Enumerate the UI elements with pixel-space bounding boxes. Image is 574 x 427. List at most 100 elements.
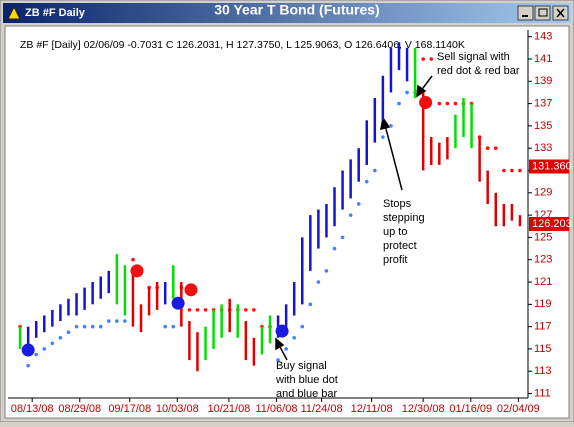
arrow: [384, 124, 403, 191]
stop-dot: [58, 335, 63, 340]
stop-dot: [348, 213, 353, 217]
stop-dot: [292, 335, 297, 340]
annotation: Buy signal: [276, 360, 327, 372]
x-tick-label: 12/30/08: [402, 403, 445, 415]
annotation: with blue dot: [275, 374, 338, 386]
x-tick-label: 02/04/09: [497, 403, 540, 415]
x-tick-label: 01/16/09: [449, 403, 492, 415]
stop-dot: [163, 324, 168, 329]
stop-dot: [493, 146, 498, 151]
stop-dot: [300, 324, 305, 329]
stop-dot: [34, 352, 39, 357]
window-buttons: [517, 5, 569, 21]
annotation: and blue bar: [276, 388, 337, 400]
arrow-head: [416, 84, 427, 98]
stop-dot: [50, 341, 55, 346]
price-marker-label: 131.360: [532, 160, 572, 172]
stop-dot: [316, 280, 321, 284]
stop-dot: [82, 324, 87, 329]
y-tick-label: 135: [534, 120, 552, 132]
y-tick-label: 133: [534, 142, 552, 154]
price-marker-label: 126.203: [532, 218, 572, 230]
stop-dot: [123, 319, 127, 323]
stop-dot: [445, 101, 450, 106]
y-tick-label: 113: [534, 365, 552, 377]
signal-dot: [275, 324, 289, 338]
annotation: red dot & red bar: [437, 65, 520, 77]
stop-dot: [381, 135, 385, 139]
maximize-glyph: [538, 8, 548, 17]
stop-dot: [42, 347, 47, 351]
stop-dot: [106, 319, 111, 323]
stop-dot: [502, 168, 506, 173]
stop-dot: [453, 101, 458, 106]
x-tick-label: 10/21/08: [207, 403, 250, 415]
window-title: ZB #F Daily: [25, 7, 86, 19]
stop-dot: [284, 347, 288, 351]
stop-dot: [131, 257, 135, 262]
app-icon: [7, 5, 21, 20]
stop-dot: [115, 319, 119, 323]
stop-dot: [373, 168, 377, 173]
y-tick-label: 143: [534, 31, 552, 43]
chart-title: 30 Year T Bond (Futures): [214, 2, 379, 18]
annotation: Sell signal with: [437, 51, 510, 63]
stop-dot: [397, 101, 401, 106]
stop-dot: [252, 308, 256, 312]
price-marker: [529, 159, 569, 174]
stop-dot: [98, 324, 103, 329]
stop-dot: [276, 358, 280, 362]
stop-dot: [485, 146, 490, 151]
y-tick-label: 141: [534, 53, 552, 65]
stop-dot: [405, 90, 409, 95]
stop-dot: [308, 302, 313, 307]
y-tick-label: 137: [534, 98, 552, 110]
signal-dot: [419, 95, 433, 109]
chart-area: [4, 25, 570, 419]
chart-subtitle: ZB #F [Daily] 02/06/09 -0.7031 C 126.203…: [20, 39, 465, 51]
arrow-head: [275, 337, 285, 351]
y-tick-label: 119: [534, 298, 552, 310]
stop-dot: [195, 308, 200, 312]
annotation-arrows: [275, 75, 433, 361]
annotation: profit: [383, 254, 407, 266]
annotation: protect: [383, 240, 417, 252]
stop-dot: [74, 324, 79, 329]
stop-dot: [187, 308, 192, 312]
stop-dot: [510, 168, 514, 173]
close-glyph: [556, 8, 565, 18]
x-tick-label: 10/03/08: [156, 403, 199, 415]
maximize-button[interactable]: [534, 5, 551, 21]
y-tick-label: 117: [534, 321, 552, 333]
arrow-head: [380, 116, 391, 131]
stop-dot: [518, 168, 522, 173]
y-tick-label: 121: [534, 276, 552, 288]
y-tick-label: 123: [534, 254, 552, 266]
signal-dot: [171, 296, 185, 310]
annotation: up to: [383, 226, 407, 238]
minimize-button[interactable]: [517, 5, 534, 21]
annotation: stepping: [383, 212, 425, 224]
y-tick-label: 125: [534, 231, 552, 243]
y-tick-label: 129: [534, 187, 552, 199]
signal-dot: [21, 343, 35, 357]
y-tick-label: 139: [534, 75, 552, 87]
stop-dot: [389, 124, 393, 128]
stop-dot: [364, 179, 369, 184]
signal-dot: [184, 283, 198, 297]
x-tick-label: 09/17/08: [108, 403, 151, 415]
stop-dot: [429, 57, 434, 61]
annotation: Stops: [383, 198, 412, 210]
stop-dot: [332, 246, 337, 251]
x-tick-label: 11/24/08: [301, 403, 343, 415]
x-tick-label: 12/11/08: [351, 403, 393, 415]
stop-dot: [66, 330, 71, 335]
signal-dot: [130, 264, 144, 278]
y-tick-label: 111: [534, 387, 551, 399]
stop-dot: [90, 324, 95, 329]
stop-dot: [244, 308, 248, 312]
stop-dot: [324, 269, 329, 273]
stop-dot: [356, 202, 361, 206]
